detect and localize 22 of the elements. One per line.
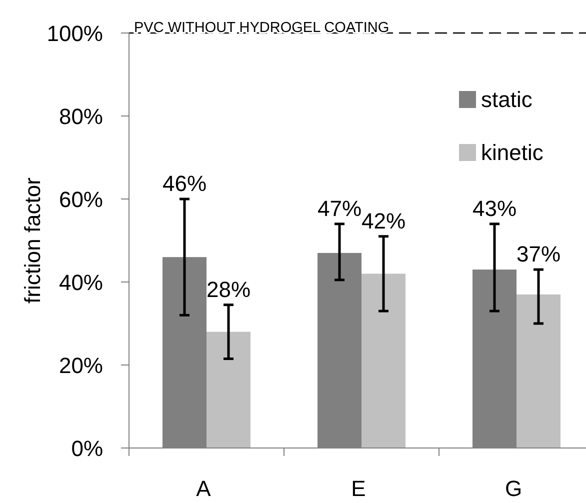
data-label: 42% xyxy=(361,208,406,234)
legend-label: static xyxy=(481,87,532,112)
y-tick-label: 100% xyxy=(46,21,103,46)
data-label: 28% xyxy=(206,276,251,302)
y-axis-title: friction factor xyxy=(20,178,45,304)
data-label: 37% xyxy=(516,242,561,267)
y-tick-label: 20% xyxy=(58,353,103,378)
data-label: 46% xyxy=(162,171,207,196)
y-tick-label: 60% xyxy=(58,187,103,212)
bar xyxy=(516,294,560,448)
y-tick-label: 0% xyxy=(71,436,103,461)
legend-label: kinetic xyxy=(481,140,544,165)
x-tick-label: E xyxy=(351,476,366,501)
x-tick-label: G xyxy=(504,476,522,501)
y-tick-label: 80% xyxy=(58,104,103,129)
data-label: 47% xyxy=(317,196,362,221)
y-tick-label: 40% xyxy=(58,270,103,295)
ref-line-label: PVC WITHOUT HYDROGEL COATING xyxy=(134,20,390,36)
data-label: 43% xyxy=(472,196,517,221)
bar xyxy=(206,332,250,448)
x-tick-label: A xyxy=(196,476,212,501)
bar xyxy=(362,274,406,448)
